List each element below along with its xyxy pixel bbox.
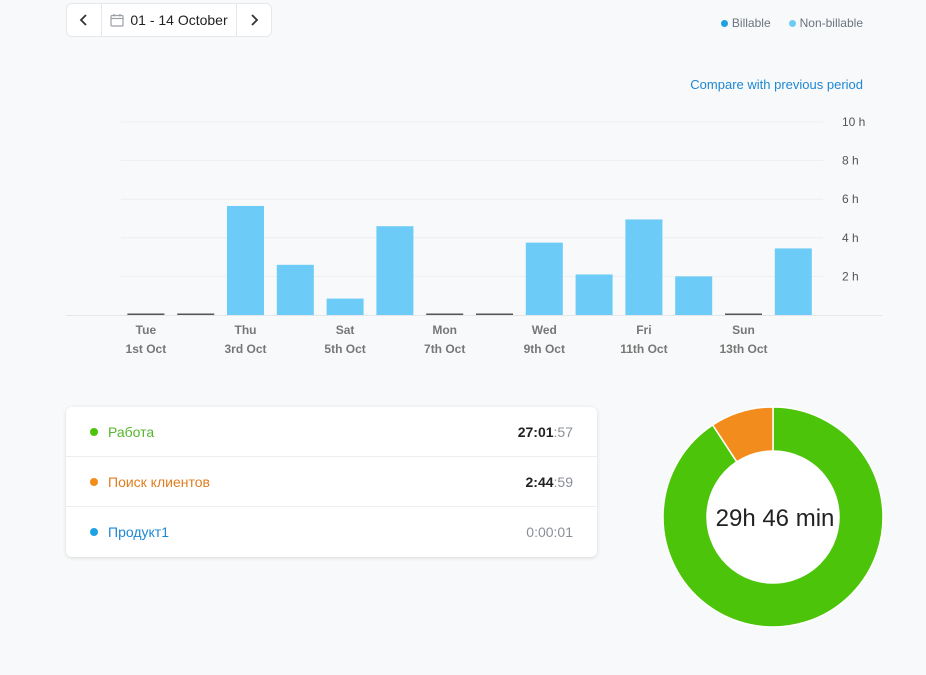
x-tick-day: Tue <box>136 323 157 337</box>
x-tick-date: 11th Oct <box>620 342 667 356</box>
bar[interactable] <box>326 298 364 315</box>
x-tick-date: 1st Oct <box>126 342 167 356</box>
project-name: Работа <box>108 423 155 440</box>
legend-non-billable: Non-billable <box>788 16 863 30</box>
bar[interactable] <box>575 274 613 315</box>
donut-segment[interactable] <box>662 406 884 628</box>
duration-main: 27:01 <box>517 423 554 440</box>
project-duration: 0:00:01 <box>526 524 573 540</box>
bar[interactable] <box>276 264 314 315</box>
project-color-dot-icon <box>90 528 98 536</box>
bar[interactable] <box>376 226 414 315</box>
empty-bar <box>426 313 464 315</box>
legend-non-billable-label: Non-billable <box>799 16 863 30</box>
calendar-icon <box>110 14 124 27</box>
non-billable-dot-icon <box>788 19 796 27</box>
donut-total-label: 29h 46 min <box>716 505 835 532</box>
x-tick-day: Sat <box>336 323 355 337</box>
donut-segment[interactable] <box>711 406 774 463</box>
daily-hours-bar-chart: 2 h 4 h 6 h 8 h 10 h Tue 1st Oct Thu 3rd Oct Sat 5… <box>66 115 882 356</box>
legend-billable: Billable <box>720 16 771 30</box>
bar[interactable] <box>675 276 713 315</box>
date-range-label: 01 - 14 October <box>130 12 228 28</box>
project-color-dot-icon <box>90 477 98 486</box>
project-duration: 27:01:57 <box>518 424 573 440</box>
chevron-right-icon <box>251 14 259 26</box>
bar[interactable] <box>625 219 663 315</box>
x-tick-day: Fri <box>636 323 651 337</box>
x-tick-day: Sun <box>732 323 755 337</box>
project-row[interactable]: Поиск клиентов 2:44:59 <box>66 457 597 507</box>
project-row-left: Поиск клиентов <box>90 474 210 490</box>
x-tick-day: Mon <box>432 323 457 337</box>
billable-dot-icon <box>720 19 728 27</box>
compare-previous-period-link[interactable]: Compare with previous period <box>690 77 863 92</box>
project-name: Продукт1 <box>108 524 169 540</box>
bar[interactable] <box>774 248 812 315</box>
project-donut-chart: 29h 46 min <box>662 406 884 628</box>
project-color-dot-icon <box>90 427 98 436</box>
project-row[interactable]: Продукт1 0:00:01 <box>66 507 597 557</box>
prev-period-button[interactable] <box>67 4 102 36</box>
chart-legend: Billable Non-billable <box>720 16 863 30</box>
chevron-left-icon <box>79 14 87 26</box>
y-tick-label: 6 h <box>842 192 859 206</box>
x-tick-day: Thu <box>235 323 257 337</box>
project-row-left: Продукт1 <box>90 524 169 540</box>
x-tick-date: 3rd Oct <box>224 342 266 356</box>
x-tick-date: 9th Oct <box>524 342 565 356</box>
duration-seconds: :59 <box>553 473 573 490</box>
empty-bar <box>127 313 165 315</box>
date-range-display[interactable]: 01 - 14 October <box>102 4 236 36</box>
donut-hole <box>707 451 839 583</box>
next-period-button[interactable] <box>236 4 271 36</box>
duration-main: 2:44 <box>525 473 554 490</box>
x-tick-day: Wed <box>532 323 557 337</box>
legend-billable-label: Billable <box>731 16 771 30</box>
project-row-left: Работа <box>90 424 154 440</box>
project-duration: 2:44:59 <box>526 474 574 490</box>
x-tick-date: 13th Oct <box>719 342 767 356</box>
y-tick-label: 8 h <box>842 154 859 168</box>
project-row[interactable]: Работа 27:01:57 <box>66 407 597 457</box>
x-tick-date: 7th Oct <box>424 342 465 356</box>
date-range-picker: 01 - 14 October <box>66 3 272 37</box>
y-tick-label: 10 h <box>842 115 865 129</box>
duration-seconds: 0:00:01 <box>526 524 573 540</box>
empty-bar <box>725 313 762 315</box>
project-name: Поиск клиентов <box>108 473 210 490</box>
duration-seconds: :57 <box>553 423 573 440</box>
y-tick-label: 2 h <box>842 269 859 283</box>
bar[interactable] <box>525 242 563 315</box>
x-tick-date: 5th Oct <box>324 342 365 356</box>
project-summary-list: Работа 27:01:57 Поиск клиентов 2:44:59 Проду… <box>66 407 597 557</box>
empty-bar <box>177 313 215 315</box>
bar[interactable] <box>227 205 264 315</box>
y-tick-label: 4 h <box>842 231 859 245</box>
empty-bar <box>476 313 513 315</box>
